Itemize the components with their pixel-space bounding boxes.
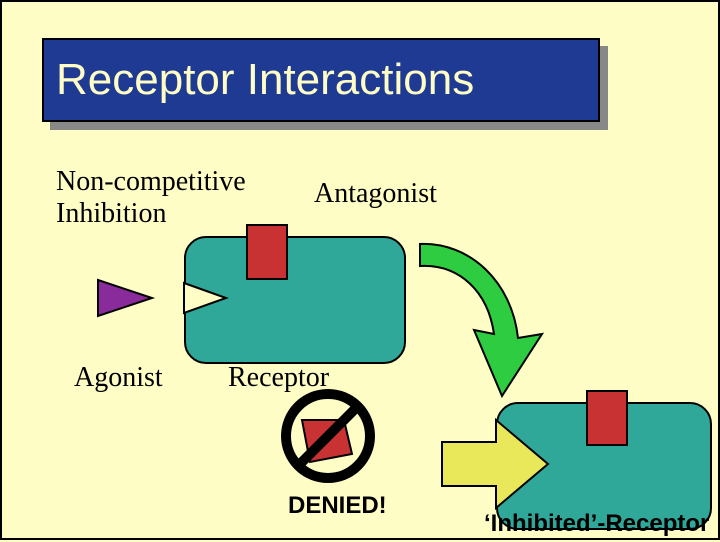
denied-symbol xyxy=(2,2,720,542)
label-inhibited: ‘Inhibited’-Receptor xyxy=(484,510,709,538)
label-denied: DENIED! xyxy=(288,492,387,520)
